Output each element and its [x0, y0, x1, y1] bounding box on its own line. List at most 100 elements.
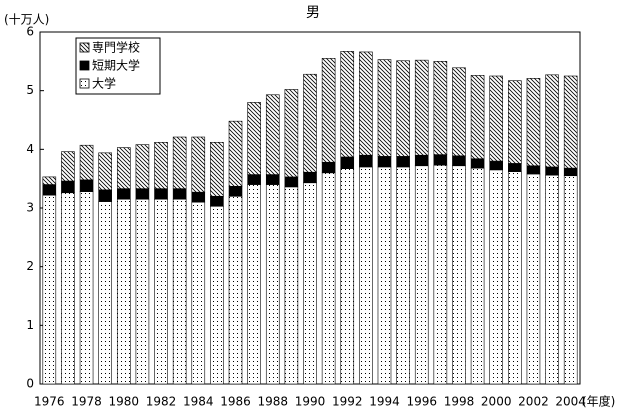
bar-segment [414, 154, 429, 167]
bar-segment [154, 198, 168, 385]
bar-segment [433, 164, 448, 385]
bar-segment [359, 51, 373, 156]
bar-segment [154, 141, 168, 189]
bar-segment [61, 192, 75, 385]
bar-segment [452, 67, 466, 157]
bar-segment [321, 58, 336, 163]
bar-segment [340, 156, 355, 169]
bar-segment [210, 141, 224, 197]
legend-label: 大学 [92, 76, 116, 91]
x-tick-label: 2004 [555, 395, 586, 409]
bar-segment [340, 51, 355, 158]
bar-segment [154, 188, 168, 200]
y-tick-label: 6 [26, 25, 34, 39]
bar-segment [563, 75, 578, 169]
x-tick-label: 1994 [369, 395, 400, 409]
bar-segment [359, 154, 373, 168]
bar-segment [265, 174, 280, 185]
bar-segment [396, 166, 410, 385]
y-tick-label: 0 [26, 377, 34, 391]
legend-label: 短期大学 [92, 58, 140, 73]
bar-segment [433, 61, 448, 155]
x-axis-label: (年度) [582, 394, 615, 409]
bar-segment [191, 136, 206, 193]
bar-segment [396, 60, 410, 157]
bar-segment [489, 160, 504, 171]
bar-segment [98, 189, 112, 202]
bar-segment [377, 59, 392, 157]
bar-segment [508, 171, 522, 385]
bar-segment [247, 174, 261, 185]
bar-segment [284, 89, 299, 178]
y-tick-label: 3 [26, 201, 34, 215]
bar-segment [42, 184, 57, 196]
bar-segment [79, 144, 94, 181]
legend-swatch [79, 42, 90, 53]
bar-segment [452, 155, 466, 167]
x-tick-label: 1998 [444, 395, 475, 409]
x-tick-label: 1982 [146, 395, 177, 409]
bar-segment [321, 172, 336, 385]
bar-segment [340, 168, 355, 385]
y-tick-label: 1 [26, 318, 34, 332]
bar-segment [470, 167, 485, 385]
x-tick-label: 2000 [481, 395, 512, 409]
x-tick-label: 1986 [220, 395, 251, 409]
x-tick-label: 1978 [71, 395, 102, 409]
bar-segment [377, 156, 392, 168]
bar-segment [396, 156, 410, 168]
bar-segment [79, 191, 94, 385]
bar-segment [377, 166, 392, 385]
y-tick-label: 2 [26, 259, 34, 273]
bar-segment [191, 201, 206, 385]
bar-segment [228, 120, 243, 187]
bar-segment [508, 163, 522, 172]
bar-segment [135, 198, 150, 385]
bar-segment [135, 144, 150, 189]
bar-segment [191, 191, 206, 203]
bar-segment [210, 205, 224, 385]
x-tick-label: 1990 [295, 395, 326, 409]
bar-segment [303, 182, 317, 385]
bar-segment [489, 169, 504, 385]
bar-segment [545, 74, 559, 168]
bar-segment [116, 188, 131, 200]
bar-segment [61, 151, 75, 182]
chart-title: 男 [306, 5, 320, 21]
bar-segment [563, 175, 578, 385]
x-tick-label: 1980 [109, 395, 140, 409]
bar-segment [303, 73, 317, 173]
bar-segment [526, 78, 541, 167]
x-tick-label: 1988 [257, 395, 288, 409]
bar-segment [545, 174, 559, 385]
bar-segment [172, 198, 187, 385]
bar-segment [247, 184, 261, 385]
bar-segment [116, 198, 131, 385]
bar-segment [228, 185, 243, 197]
bar-segment [359, 166, 373, 385]
y-tick-label: 4 [26, 142, 34, 156]
legend-swatch [79, 78, 90, 89]
bar-segment [172, 188, 187, 200]
bar-segment [42, 194, 57, 385]
bar-segment [79, 179, 94, 192]
bar-segment [563, 167, 578, 177]
bar-segment [526, 165, 541, 175]
bar-segment [545, 166, 559, 176]
bar-segment [284, 186, 299, 385]
bar-segment [116, 147, 131, 189]
legend-box [75, 37, 161, 95]
bar-segment [526, 173, 541, 385]
x-tick-label: 1996 [406, 395, 437, 409]
bar-segment [42, 176, 57, 185]
bar-segment [414, 165, 429, 385]
bar-segment [265, 184, 280, 385]
legend-swatch [79, 60, 90, 71]
legend-label: 専門学校 [92, 40, 140, 55]
y-tick-label: 5 [26, 83, 34, 97]
y-axis-label: (十万人) [4, 13, 49, 27]
bar-segment [61, 180, 75, 194]
bar-segment [135, 188, 150, 200]
bar-segment [470, 75, 485, 160]
